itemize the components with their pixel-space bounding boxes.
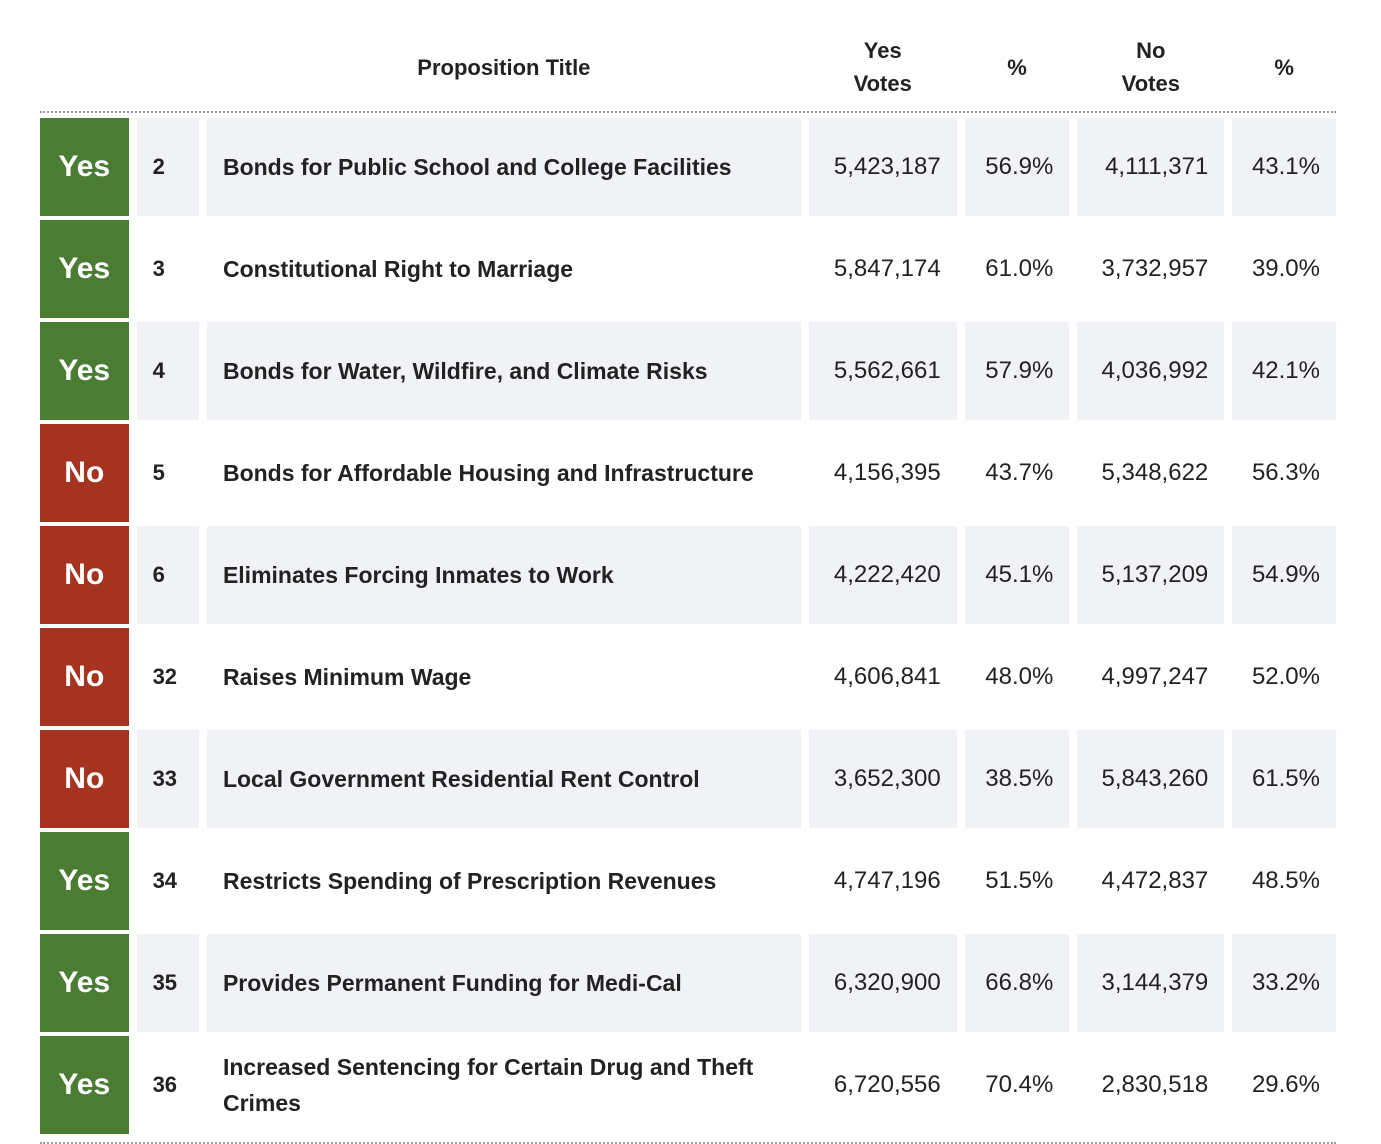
table-header: Proposition Title Yes Votes % No Votes % [40, 32, 1336, 114]
no-percent-cell: 29.6% [1251, 1071, 1320, 1098]
proposition-title: Eliminates Forcing Inmates to Work [206, 526, 801, 624]
proposition-results-table: Proposition Title Yes Votes % No Votes %… [32, 28, 1344, 1138]
yes-percent-cell: 57.9% [964, 322, 1070, 420]
no-votes-cell: 3,732,957 [1101, 255, 1209, 282]
proposition-number: 32 [152, 664, 178, 689]
no-percent-cell: 43.1% [1232, 118, 1336, 216]
table-row: No 33 Local Government Residential Rent Co… [40, 730, 1336, 828]
proposition-title: Local Government Residential Rent Contro… [206, 730, 801, 828]
proposition-title: Increased Sentencing for Certain Drug an… [222, 1054, 754, 1116]
proposition-number: 2 [136, 118, 199, 216]
proposition-number: 5 [152, 460, 165, 485]
yes-votes-cell: 5,423,187 [808, 118, 957, 216]
result-badge: No [40, 628, 129, 726]
yes-votes-cell: 5,562,661 [808, 322, 957, 420]
proposition-number: 36 [152, 1072, 178, 1097]
yes-percent-cell: 66.8% [964, 934, 1070, 1032]
no-percent-cell: 54.9% [1232, 526, 1336, 624]
proposition-number: 4 [136, 322, 199, 420]
result-badge: No [40, 424, 129, 522]
yes-votes-cell: 3,652,300 [808, 730, 957, 828]
result-column-header [40, 32, 129, 114]
table-row: Yes 2 Bonds for Public School and College … [40, 118, 1336, 216]
yes-votes-cell: 6,320,900 [808, 934, 957, 1032]
no-votes-cell: 5,348,622 [1101, 459, 1209, 486]
yes-votes-cell: 4,606,841 [833, 663, 941, 690]
yes-pct-column-header: % [1007, 54, 1027, 80]
no-votes-header-line2: Votes [1121, 71, 1180, 96]
proposition-number: 6 [136, 526, 199, 624]
table-row: Yes 4 Bonds for Water, Wildfire, and Clima… [40, 322, 1336, 420]
proposition-number: 34 [152, 868, 178, 893]
result-badge: Yes [40, 118, 129, 216]
result-badge: No [40, 730, 129, 828]
table-row: Yes 35 Provides Permanent Funding for Medi… [40, 934, 1336, 1032]
result-badge: No [40, 526, 129, 624]
result-badge: Yes [40, 934, 129, 1032]
yes-votes-cell: 5,847,174 [833, 255, 941, 282]
table-row: Yes 3 Constitutional Right to Marriage 5,84… [40, 220, 1336, 318]
yes-votes-cell: 4,747,196 [833, 867, 941, 894]
no-votes-cell: 5,843,260 [1077, 730, 1225, 828]
table-row: No 6 Eliminates Forcing Inmates to Work 4,2… [40, 526, 1336, 624]
no-percent-cell: 48.5% [1251, 867, 1320, 894]
result-badge: Yes [40, 220, 129, 318]
proposition-title: Bonds for Affordable Housing and Infrast… [222, 460, 754, 486]
yes-percent-cell: 48.0% [985, 663, 1054, 690]
no-percent-cell: 42.1% [1232, 322, 1336, 420]
no-votes-cell: 4,472,837 [1101, 867, 1209, 894]
yes-percent-cell: 45.1% [964, 526, 1070, 624]
yes-percent-cell: 43.7% [985, 459, 1054, 486]
no-percent-cell: 61.5% [1232, 730, 1336, 828]
yes-percent-cell: 56.9% [964, 118, 1070, 216]
title-column-header: Proposition Title [417, 54, 591, 80]
proposition-number: 33 [136, 730, 199, 828]
no-votes-cell: 4,111,371 [1077, 118, 1225, 216]
result-badge: Yes [40, 322, 129, 420]
no-percent-cell: 33.2% [1232, 934, 1336, 1032]
yes-votes-header-line2: Votes [853, 71, 912, 96]
no-percent-cell: 39.0% [1251, 255, 1320, 282]
proposition-title: Bonds for Public School and College Faci… [206, 118, 801, 216]
yes-percent-cell: 61.0% [985, 255, 1054, 282]
no-votes-column-header: No Votes [1077, 32, 1224, 114]
proposition-title: Constitutional Right to Marriage [222, 256, 574, 282]
yes-votes-cell: 6,720,556 [833, 1071, 941, 1098]
no-percent-cell: 52.0% [1251, 663, 1320, 690]
no-votes-cell: 4,036,992 [1077, 322, 1225, 420]
proposition-number: 35 [136, 934, 199, 1032]
no-percent-cell: 56.3% [1251, 459, 1320, 486]
result-badge: Yes [40, 1036, 129, 1134]
proposition-title: Restricts Spending of Prescription Reven… [222, 868, 717, 894]
no-votes-cell: 4,997,247 [1101, 663, 1209, 690]
number-column-header [137, 32, 199, 114]
yes-votes-cell: 4,222,420 [808, 526, 957, 624]
results-table-container: Proposition Title Yes Votes % No Votes %… [40, 28, 1336, 1144]
table-row: No 32 Raises Minimum Wage 4,606,841 48.0% 4,9… [40, 628, 1336, 726]
yes-votes-column-header: Yes Votes [809, 32, 957, 114]
no-votes-header-line1: No [1136, 38, 1166, 63]
table-row: No 5 Bonds for Affordable Housing and Infr… [40, 424, 1336, 522]
proposition-number: 3 [152, 256, 165, 281]
yes-percent-cell: 70.4% [985, 1071, 1054, 1098]
table-row: Yes 34 Restricts Spending of Prescription … [40, 832, 1336, 930]
no-pct-column-header: % [1274, 54, 1294, 80]
yes-votes-header-line1: Yes [863, 38, 902, 63]
no-votes-cell: 2,830,518 [1101, 1071, 1209, 1098]
header-divider [40, 111, 1336, 113]
result-badge: Yes [40, 832, 129, 930]
yes-votes-cell: 4,156,395 [833, 459, 941, 486]
proposition-title: Provides Permanent Funding for Medi-Cal [206, 934, 801, 1032]
table-body: Yes 2 Bonds for Public School and College … [40, 118, 1336, 1134]
yes-percent-cell: 51.5% [985, 867, 1054, 894]
table-row: Yes 36 Increased Sentencing for Certain Dr… [40, 1036, 1336, 1134]
yes-percent-cell: 38.5% [964, 730, 1070, 828]
proposition-title: Bonds for Water, Wildfire, and Climate R… [206, 322, 801, 420]
proposition-title: Raises Minimum Wage [222, 664, 472, 690]
no-votes-cell: 5,137,209 [1077, 526, 1225, 624]
no-votes-cell: 3,144,379 [1077, 934, 1225, 1032]
